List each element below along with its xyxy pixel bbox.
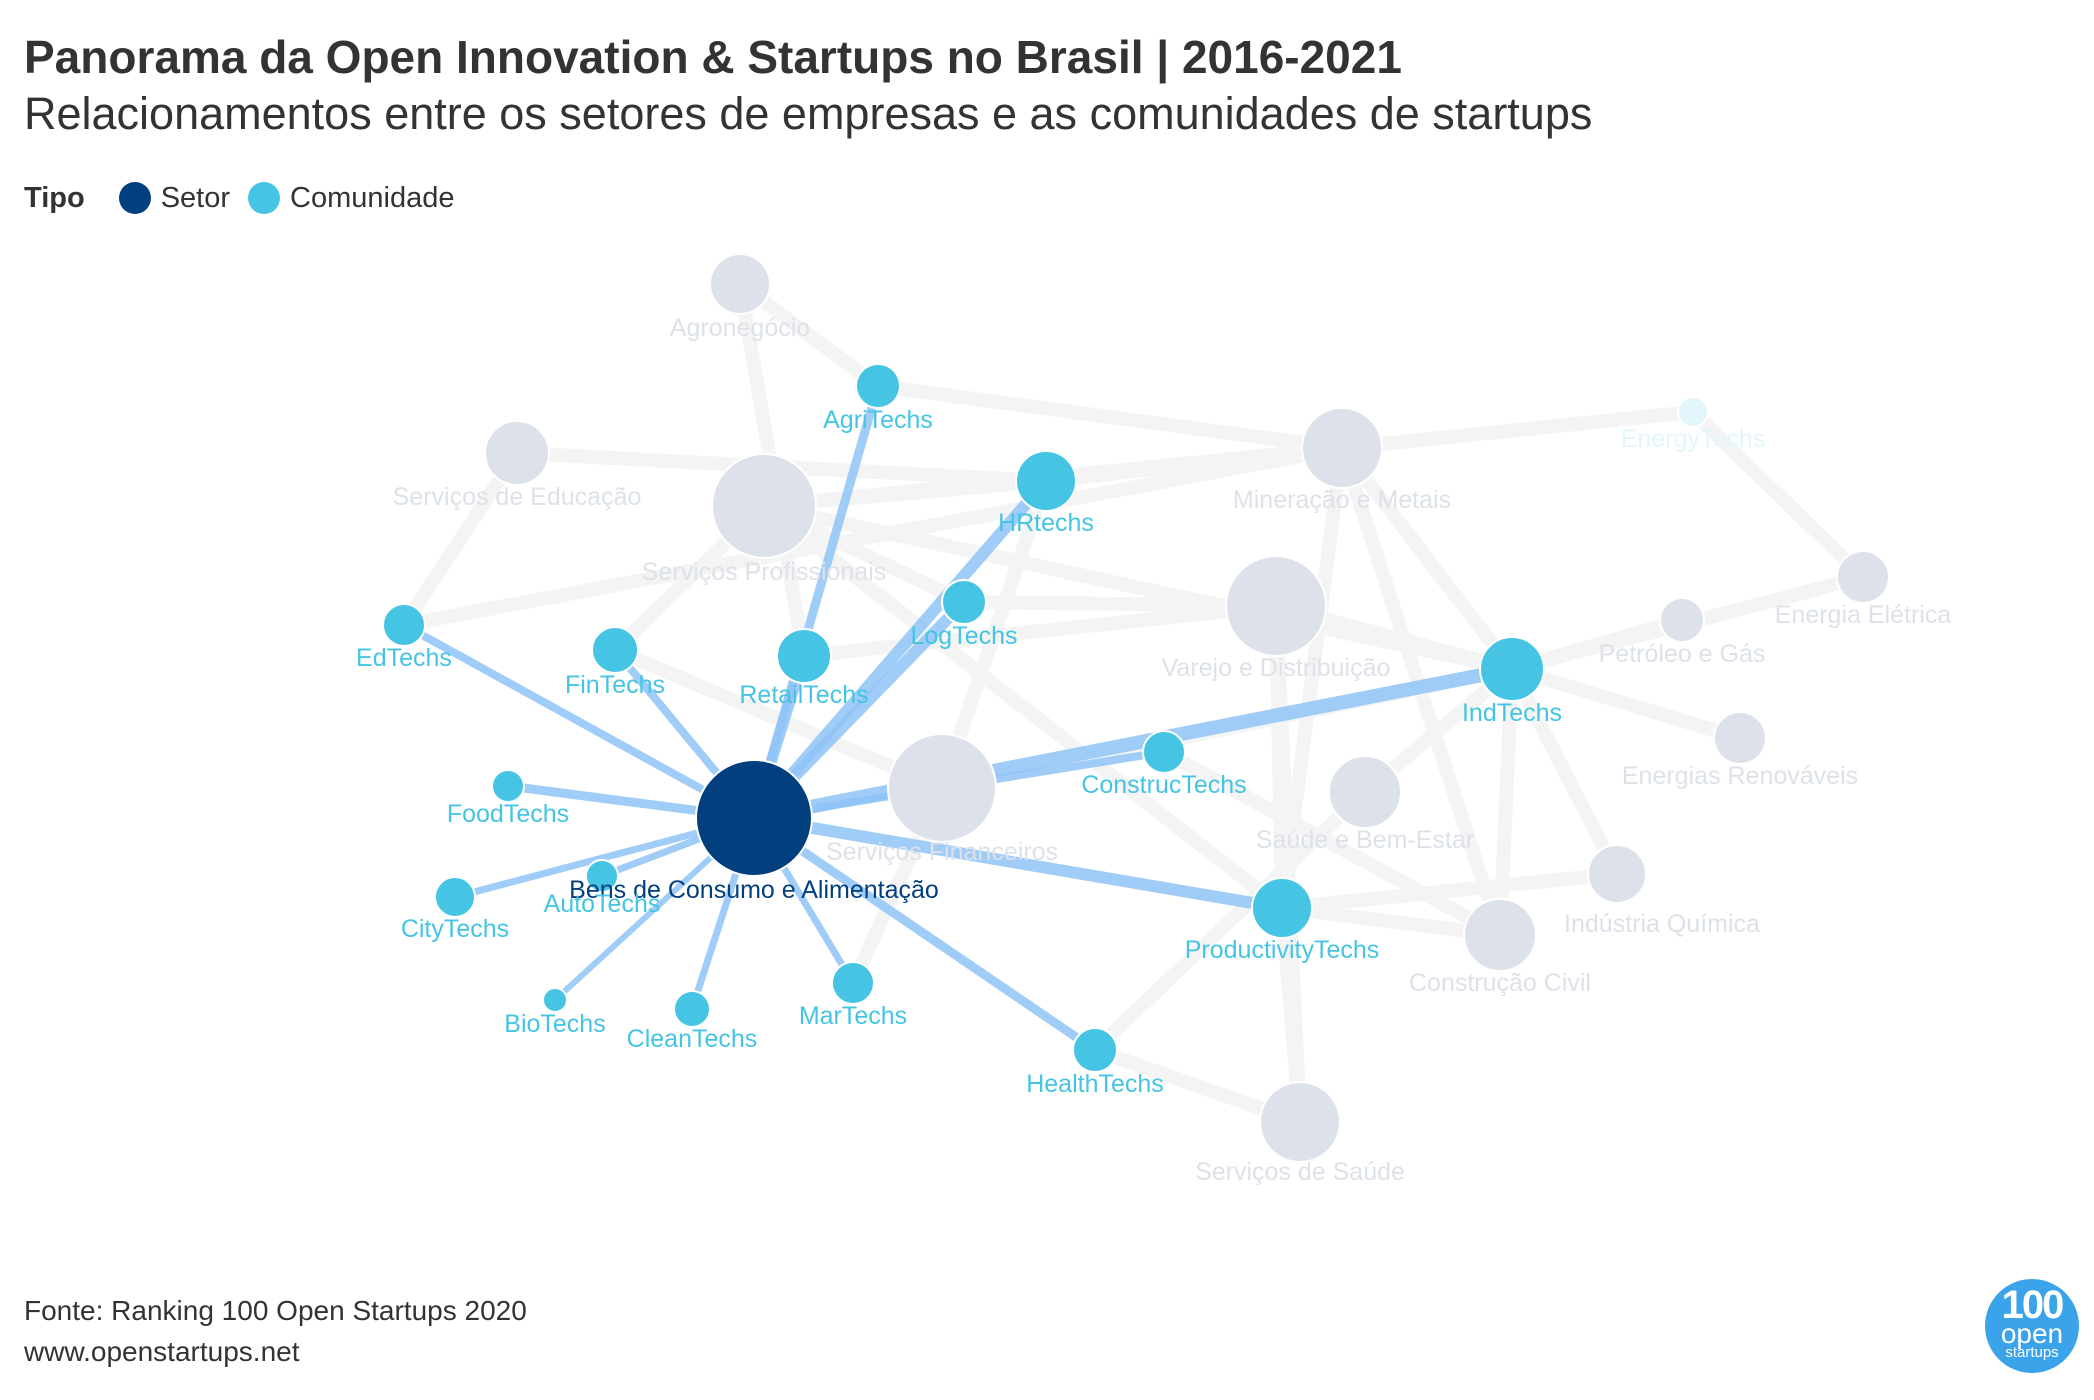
node-energias-renovaveis[interactable]: [1713, 711, 1767, 765]
node-servicos-de-saude[interactable]: [1259, 1081, 1341, 1163]
node-varejo-e-distribuicao[interactable]: [1225, 555, 1327, 657]
labels-layer: Bens de Consumo e Alimentação Agronegócio…: [356, 314, 1951, 1186]
edge-hrtechs-to-mineracao-e-metais: [1039, 441, 1349, 488]
node-citytechs[interactable]: [434, 876, 476, 918]
label-agritechs: AgriTechs: [823, 406, 933, 434]
chart-subtitle: Relacionamentos entre os setores de empr…: [24, 88, 1593, 139]
edge-indtechs-to-energias-renovaveis: [1505, 662, 1747, 745]
edge-mineracao-e-metais-to-energytechs: [1335, 405, 1700, 455]
label-logtechs: LogTechs: [910, 622, 1017, 650]
node-cleantechs[interactable]: [673, 990, 711, 1028]
edge-agritechs-to-mineracao-e-metais: [871, 379, 1349, 455]
label-agronegocio: Agronegócio: [670, 314, 810, 342]
node-martechs[interactable]: [831, 961, 875, 1005]
label-martechs: MarTechs: [799, 1002, 907, 1030]
node-constructechs[interactable]: [1142, 730, 1186, 774]
node-productivitytechs[interactable]: [1251, 877, 1313, 939]
label-varejo-e-distribuicao: Varejo e Distribuição: [1162, 654, 1391, 682]
node-logtechs[interactable]: [941, 579, 987, 625]
node-biotechs[interactable]: [542, 987, 568, 1013]
node-foodtechs[interactable]: [491, 769, 525, 803]
legend-setor-label[interactable]: Setor: [160, 181, 231, 214]
source-note: Fonte: Ranking 100 Open Startups 2020: [24, 1295, 527, 1326]
node-agritechs[interactable]: [855, 363, 901, 409]
edge-bens-de-consumo-e-alimentacao-to-healthtechs: [749, 813, 1100, 1055]
legend-comunidade-swatch[interactable]: [248, 182, 281, 214]
node-retailtechs[interactable]: [776, 628, 832, 684]
open-startups-logo: 100 open startups: [1985, 1279, 2079, 1373]
edge-servicos-de-educacao-to-edtechs: [397, 446, 524, 632]
node-hrtechs[interactable]: [1015, 450, 1077, 512]
node-petroleo-e-gas[interactable]: [1659, 597, 1705, 643]
label-biotechs: BioTechs: [504, 1010, 605, 1038]
faded-edges-layer: [397, 277, 1870, 1129]
label-construcao-civil: Construção Civil: [1409, 969, 1591, 997]
node-saude-e-bem-estar[interactable]: [1328, 755, 1402, 829]
edge-indtechs-to-industria-quimica: [1505, 662, 1624, 881]
node-mineracao-e-metais[interactable]: [1301, 407, 1383, 489]
node-energia-eletrica[interactable]: [1836, 550, 1890, 604]
label-edtechs: EdTechs: [356, 644, 452, 672]
label-energias-renovaveis: Energias Renováveis: [1622, 762, 1858, 790]
legend-comunidade-label[interactable]: Comunidade: [290, 181, 455, 214]
edge-mineracao-e-metais-to-indtechs: [1335, 441, 1519, 676]
footer: Fonte: Ranking 100 Open Startups 2020 ww…: [24, 1290, 527, 1372]
node-indtechs[interactable]: [1479, 636, 1545, 702]
label-fintechs: FinTechs: [565, 671, 665, 699]
label-productivitytechs: ProductivityTechs: [1185, 936, 1380, 964]
edge-varejo-e-distribuicao-to-retailtechs: [797, 599, 1283, 663]
label-autotechs: AutoTechs: [544, 890, 661, 918]
node-fintechs[interactable]: [591, 626, 639, 674]
label-servicos-profissionais: Serviços Profissionais: [642, 558, 887, 586]
label-constructechs: ConstrucTechs: [1081, 771, 1246, 799]
node-energytechs[interactable]: [1677, 396, 1709, 428]
label-indtechs: IndTechs: [1462, 699, 1562, 727]
node-industria-quimica[interactable]: [1587, 844, 1647, 904]
logo-line-3: startups: [2005, 1344, 2059, 1361]
label-bens-de-consumo-e-alimentacao: Bens de Consumo e Alimentação: [569, 876, 939, 904]
edge-constructechs-to-construcao-civil: [1157, 745, 1507, 942]
label-retailtechs: RetailTechs: [739, 681, 868, 709]
label-mineracao-e-metais: Mineração e Metais: [1233, 486, 1451, 514]
node-construcao-civil[interactable]: [1463, 898, 1537, 972]
label-saude-e-bem-estar: Saúde e Bem-Estar: [1256, 826, 1474, 854]
logo-line-1: 100: [2001, 1283, 2065, 1327]
node-servicos-financeiros[interactable]: [887, 733, 997, 843]
legend-setor-swatch[interactable]: [118, 182, 151, 214]
label-hrtechs: HRtechs: [998, 509, 1094, 537]
chart-title: Panorama da Open Innovation & Startups n…: [24, 31, 1402, 83]
label-healthtechs: HealthTechs: [1026, 1070, 1164, 1098]
legend: Tipo Setor Comunidade: [24, 180, 472, 216]
website-link[interactable]: www.openstartups.net: [24, 1336, 300, 1367]
label-energia-eletrica: Energia Elétrica: [1775, 601, 1952, 629]
edge-bens-de-consumo-e-alimentacao-to-edtechs: [400, 621, 758, 822]
label-servicos-de-educacao: Serviços de Educação: [393, 483, 642, 511]
node-edtechs[interactable]: [382, 603, 426, 647]
label-industria-quimica: Indústria Química: [1564, 910, 1760, 938]
label-petroleo-e-gas: Petróleo e Gás: [1599, 640, 1766, 668]
label-citytechs: CityTechs: [401, 915, 509, 943]
node-bens-de-consumo-e-alimentacao[interactable]: [695, 759, 813, 877]
label-foodtechs: FoodTechs: [447, 800, 569, 828]
label-servicos-financeiros: Serviços Financeiros: [826, 838, 1058, 866]
label-energytechs: EnergyTechs: [1621, 425, 1766, 453]
edge-edtechs-to-mineracao-e-metais: [397, 441, 1349, 632]
edge-saude-e-bem-estar-to-healthtechs: [1088, 785, 1372, 1057]
node-healthtechs[interactable]: [1072, 1027, 1118, 1073]
node-autotechs[interactable]: [585, 859, 619, 893]
logo-line-2: open: [2000, 1318, 2064, 1349]
node-servicos-profissionais[interactable]: [711, 453, 817, 559]
edge-energytechs-to-energia-eletrica: [1686, 405, 1870, 584]
edge-servicos-profissionais-to-productivitytechs: [757, 499, 1289, 915]
label-cleantechs: CleanTechs: [627, 1025, 758, 1053]
nodes-layer: [382, 253, 1890, 1163]
edge-bens-de-consumo-e-alimentacao-to-productivitytechs: [748, 812, 1288, 914]
node-servicos-de-educacao[interactable]: [484, 420, 550, 486]
edge-bens-de-consumo-e-alimentacao-to-indtechs: [747, 662, 1519, 825]
edge-productivitytechs-to-industria-quimica: [1275, 867, 1624, 915]
legend-title: Tipo: [24, 181, 85, 214]
label-servicos-de-saude: Serviços de Saúde: [1195, 1158, 1405, 1186]
node-agronegocio[interactable]: [709, 253, 771, 315]
